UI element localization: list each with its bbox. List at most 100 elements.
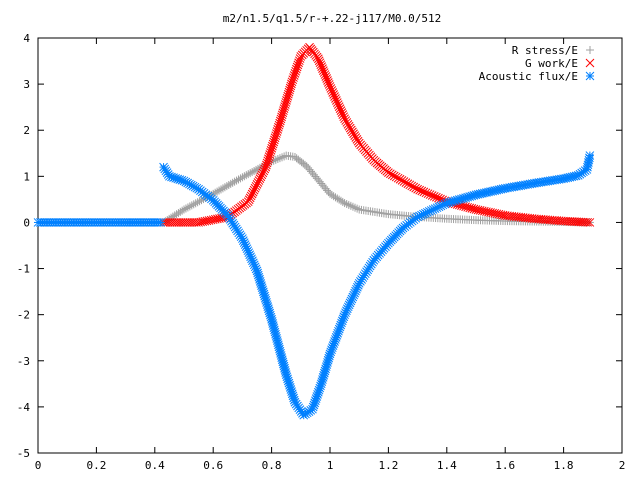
legend-label-acoustic-flux-e: Acoustic flux/E — [479, 70, 578, 83]
data-point — [585, 151, 595, 160]
data-point — [230, 177, 239, 186]
data-point — [563, 216, 573, 226]
data-point — [238, 173, 247, 182]
data-point — [403, 179, 413, 189]
x-tick-label: 0.4 — [145, 459, 165, 472]
data-point — [572, 217, 582, 227]
data-point — [568, 217, 577, 226]
data-point — [342, 200, 351, 208]
data-point — [401, 178, 411, 187]
x-tick-label: 0.2 — [86, 459, 106, 472]
data-point — [574, 217, 584, 227]
data-point — [389, 171, 399, 181]
data-point — [252, 165, 261, 174]
y-tick-label: 2 — [23, 124, 30, 137]
data-point — [346, 201, 355, 210]
data-point — [559, 216, 568, 226]
plot-frame — [37, 37, 623, 454]
data-point — [187, 218, 197, 227]
data-point — [216, 185, 225, 194]
y-tick-label: -4 — [17, 401, 31, 414]
data-point — [316, 379, 326, 389]
data-point — [236, 174, 245, 183]
data-point — [183, 203, 192, 212]
data-point — [344, 200, 353, 209]
data-point — [232, 176, 241, 185]
data-point — [163, 218, 173, 227]
legend-marker-g-work-e — [585, 58, 595, 68]
data-point — [581, 217, 590, 227]
data-point — [250, 166, 259, 175]
x-tick-label: 0.8 — [262, 459, 282, 472]
data-point — [351, 203, 360, 212]
x-tick-label: 0 — [35, 459, 42, 472]
data-point — [248, 168, 257, 177]
chart-title: m2/n1.5/q1.5/r-+.22-j117/M0.0/512 — [223, 12, 442, 25]
data-point — [174, 218, 184, 227]
data-point — [185, 218, 195, 227]
data-point — [391, 172, 401, 182]
data-point — [338, 197, 347, 206]
data-point — [181, 204, 190, 213]
x-tick-label: 1.6 — [495, 459, 515, 472]
series-layer — [33, 42, 595, 420]
data-point — [278, 153, 287, 162]
data-point — [585, 218, 595, 227]
y-tick-label: -5 — [17, 447, 30, 460]
series-acoustic-flux-e — [33, 151, 595, 420]
data-point — [395, 174, 405, 184]
data-point — [228, 178, 237, 187]
y-tick-label: 3 — [23, 78, 30, 91]
y-tick-label: -3 — [17, 355, 30, 368]
y-tick-label: 4 — [23, 32, 30, 45]
data-point — [407, 181, 417, 191]
data-point — [185, 202, 194, 211]
data-point — [156, 218, 165, 227]
data-point — [273, 155, 282, 164]
data-point — [397, 176, 407, 185]
y-tick-label: 1 — [23, 170, 30, 183]
data-point — [264, 306, 274, 316]
data-point — [224, 181, 233, 190]
data-point — [170, 218, 179, 227]
legend-label-r-stress-e: R stress/E — [512, 44, 578, 57]
data-point — [193, 198, 202, 207]
data-point — [191, 199, 200, 208]
data-point — [348, 202, 357, 211]
data-point — [385, 169, 395, 179]
data-point — [215, 186, 224, 195]
data-point — [220, 183, 229, 192]
data-point — [578, 217, 588, 227]
data-point — [353, 204, 362, 213]
data-point — [409, 182, 419, 192]
data-point — [393, 173, 403, 183]
data-point — [246, 169, 255, 178]
data-point — [195, 197, 204, 206]
data-point — [187, 201, 196, 210]
axes: 0 0.2 0.4 0.6 0.8 1 1.2 1.4 1.6 1.8 2 -5 -4 -3 -2 -1 0 1 2… — [17, 32, 626, 472]
data-point — [180, 205, 188, 214]
legend-marker-acoustic-flux-e — [585, 71, 595, 81]
x-tick-label: 1.2 — [378, 459, 398, 472]
x-tick-label: 1 — [327, 459, 334, 472]
data-point — [189, 218, 199, 227]
data-point — [167, 218, 177, 227]
data-point — [405, 180, 415, 190]
data-point — [275, 154, 284, 163]
data-point — [565, 217, 575, 226]
data-point — [399, 177, 409, 186]
data-point — [222, 182, 231, 191]
data-point — [176, 218, 186, 227]
data-point — [353, 136, 363, 146]
data-point — [340, 199, 349, 208]
data-point — [244, 170, 253, 179]
data-point — [561, 216, 571, 226]
data-point — [384, 168, 393, 177]
series-g-work-e — [159, 42, 595, 227]
x-tick-label: 0.6 — [203, 459, 223, 472]
data-point — [583, 217, 593, 227]
x-tick-label: 1.8 — [554, 459, 574, 472]
y-tick-label: -1 — [17, 263, 30, 276]
